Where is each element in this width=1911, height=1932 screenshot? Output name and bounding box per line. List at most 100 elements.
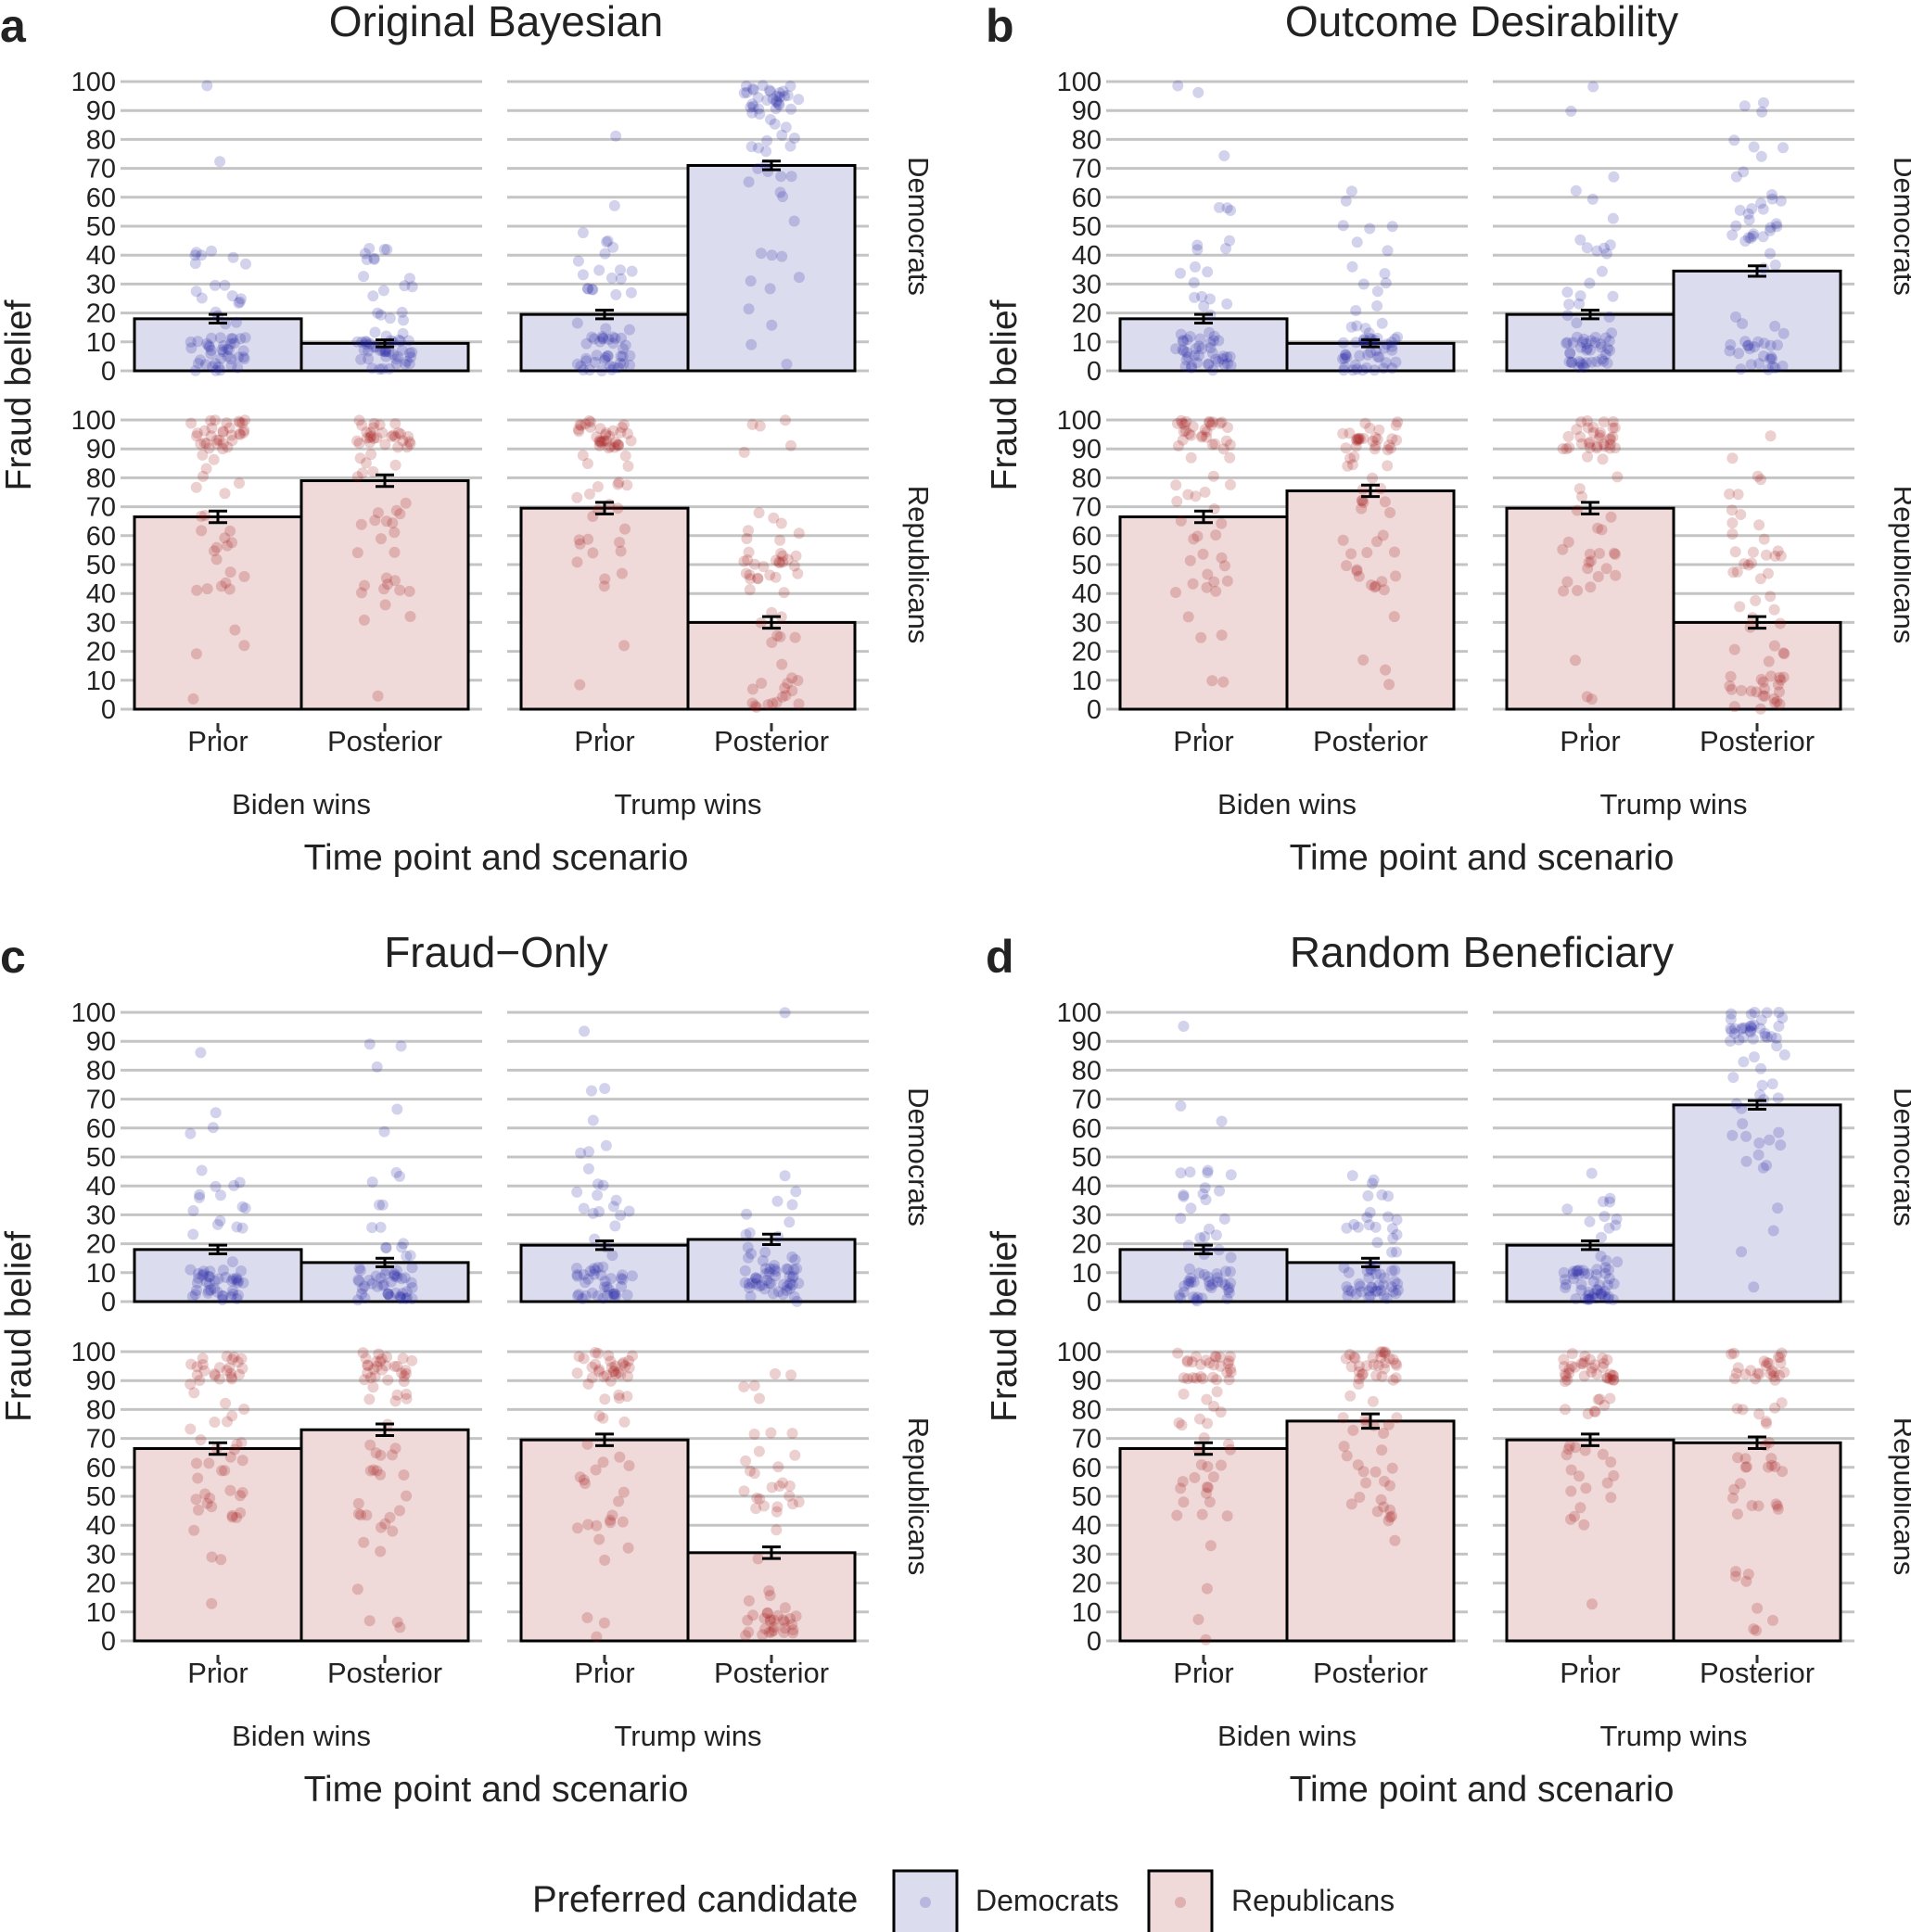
data-point — [1777, 360, 1789, 372]
data-point — [1353, 434, 1365, 446]
data-point — [600, 427, 612, 439]
data-point — [1726, 452, 1739, 464]
data-point — [582, 1519, 594, 1531]
data-point — [593, 1533, 605, 1545]
data-point — [368, 432, 380, 444]
data-point — [1581, 242, 1593, 254]
data-point — [1178, 1280, 1191, 1292]
facet-label-democrats: Democrats — [1888, 157, 1911, 296]
data-point — [1608, 1374, 1620, 1386]
data-point — [1772, 1503, 1784, 1515]
data-point — [745, 275, 757, 287]
data-point — [1199, 486, 1211, 498]
data-point — [1357, 364, 1369, 376]
data-point — [357, 1347, 369, 1359]
data-point — [1379, 496, 1391, 508]
data-point — [387, 1449, 398, 1461]
data-point — [598, 435, 610, 447]
data-point — [619, 339, 631, 351]
data-point — [1564, 347, 1576, 359]
y-tick-label: 70 — [1072, 155, 1102, 184]
data-point — [359, 579, 370, 591]
data-point — [1775, 674, 1787, 686]
data-point — [1351, 564, 1363, 576]
data-point — [1563, 299, 1575, 311]
data-point — [1339, 361, 1351, 373]
data-point — [1221, 202, 1233, 214]
data-point — [618, 419, 630, 431]
data-point — [1183, 428, 1195, 440]
data-point — [1364, 422, 1376, 434]
data-point — [205, 430, 217, 442]
data-point — [1576, 438, 1587, 450]
data-point — [1191, 244, 1204, 256]
data-point — [1739, 1453, 1752, 1465]
data-point — [1560, 1278, 1572, 1290]
data-point — [742, 554, 754, 566]
data-point — [607, 362, 619, 373]
data-point — [786, 672, 798, 684]
error-bar-republicans-biden-wins-prior — [209, 1441, 227, 1456]
data-point — [1609, 422, 1621, 434]
data-point — [1724, 488, 1736, 500]
data-point — [221, 417, 233, 428]
data-point — [763, 1277, 775, 1290]
data-point — [356, 336, 368, 348]
data-point — [225, 360, 237, 372]
data-point — [740, 1630, 752, 1642]
data-point — [366, 1222, 378, 1234]
data-point — [603, 1283, 615, 1295]
data-point — [1774, 671, 1786, 683]
data-point — [359, 1374, 371, 1386]
data-point — [1726, 683, 1738, 695]
data-point — [1186, 360, 1198, 372]
bar-republicans-trump-wins-prior — [1505, 1438, 1675, 1643]
data-point — [389, 575, 401, 587]
data-point — [785, 1369, 797, 1381]
data-point — [1772, 1500, 1783, 1512]
y-tick-label: 70 — [1072, 1425, 1102, 1455]
data-point — [191, 1361, 203, 1373]
data-point — [1200, 1194, 1212, 1206]
bar-democrats-trump-wins-posterior — [1672, 1103, 1842, 1303]
data-point — [1357, 497, 1370, 508]
data-point — [581, 283, 593, 295]
x-tick-label: Posterior — [1700, 725, 1815, 757]
data-point — [789, 1449, 801, 1461]
data-point — [581, 458, 593, 469]
data-point — [1209, 1351, 1221, 1362]
data-point — [754, 1493, 766, 1505]
y-tick-label: 50 — [1072, 212, 1102, 242]
data-point — [745, 1248, 758, 1260]
data-point — [1598, 416, 1610, 428]
data-point — [591, 431, 603, 443]
data-point — [1591, 442, 1603, 454]
data-point — [1752, 1367, 1764, 1379]
data-point — [750, 701, 762, 713]
data-point — [787, 1270, 799, 1282]
data-point — [1347, 364, 1359, 376]
data-point — [376, 1521, 387, 1533]
data-point — [351, 547, 363, 559]
data-point — [573, 1351, 585, 1363]
data-point — [1604, 439, 1616, 451]
data-point — [187, 1228, 199, 1240]
data-point — [1771, 1040, 1783, 1052]
data-point — [772, 1230, 784, 1242]
points-republicans-biden-wins-posterior — [351, 414, 416, 702]
data-point — [757, 1254, 769, 1266]
data-point — [610, 1368, 622, 1380]
data-point — [777, 1289, 789, 1301]
data-point — [1761, 1417, 1773, 1430]
data-point — [788, 560, 800, 572]
x-axis-title: Time point and scenario — [1290, 838, 1675, 878]
data-point — [1203, 359, 1215, 371]
data-point — [1726, 1129, 1739, 1141]
data-point — [763, 1266, 775, 1278]
data-point — [1752, 1500, 1764, 1512]
data-point — [1222, 422, 1233, 433]
panel-title: Outcome Desirability — [1285, 0, 1678, 45]
error-bar-republicans-trump-wins-posterior — [762, 615, 781, 630]
data-point — [580, 337, 592, 350]
data-point — [1561, 310, 1573, 322]
